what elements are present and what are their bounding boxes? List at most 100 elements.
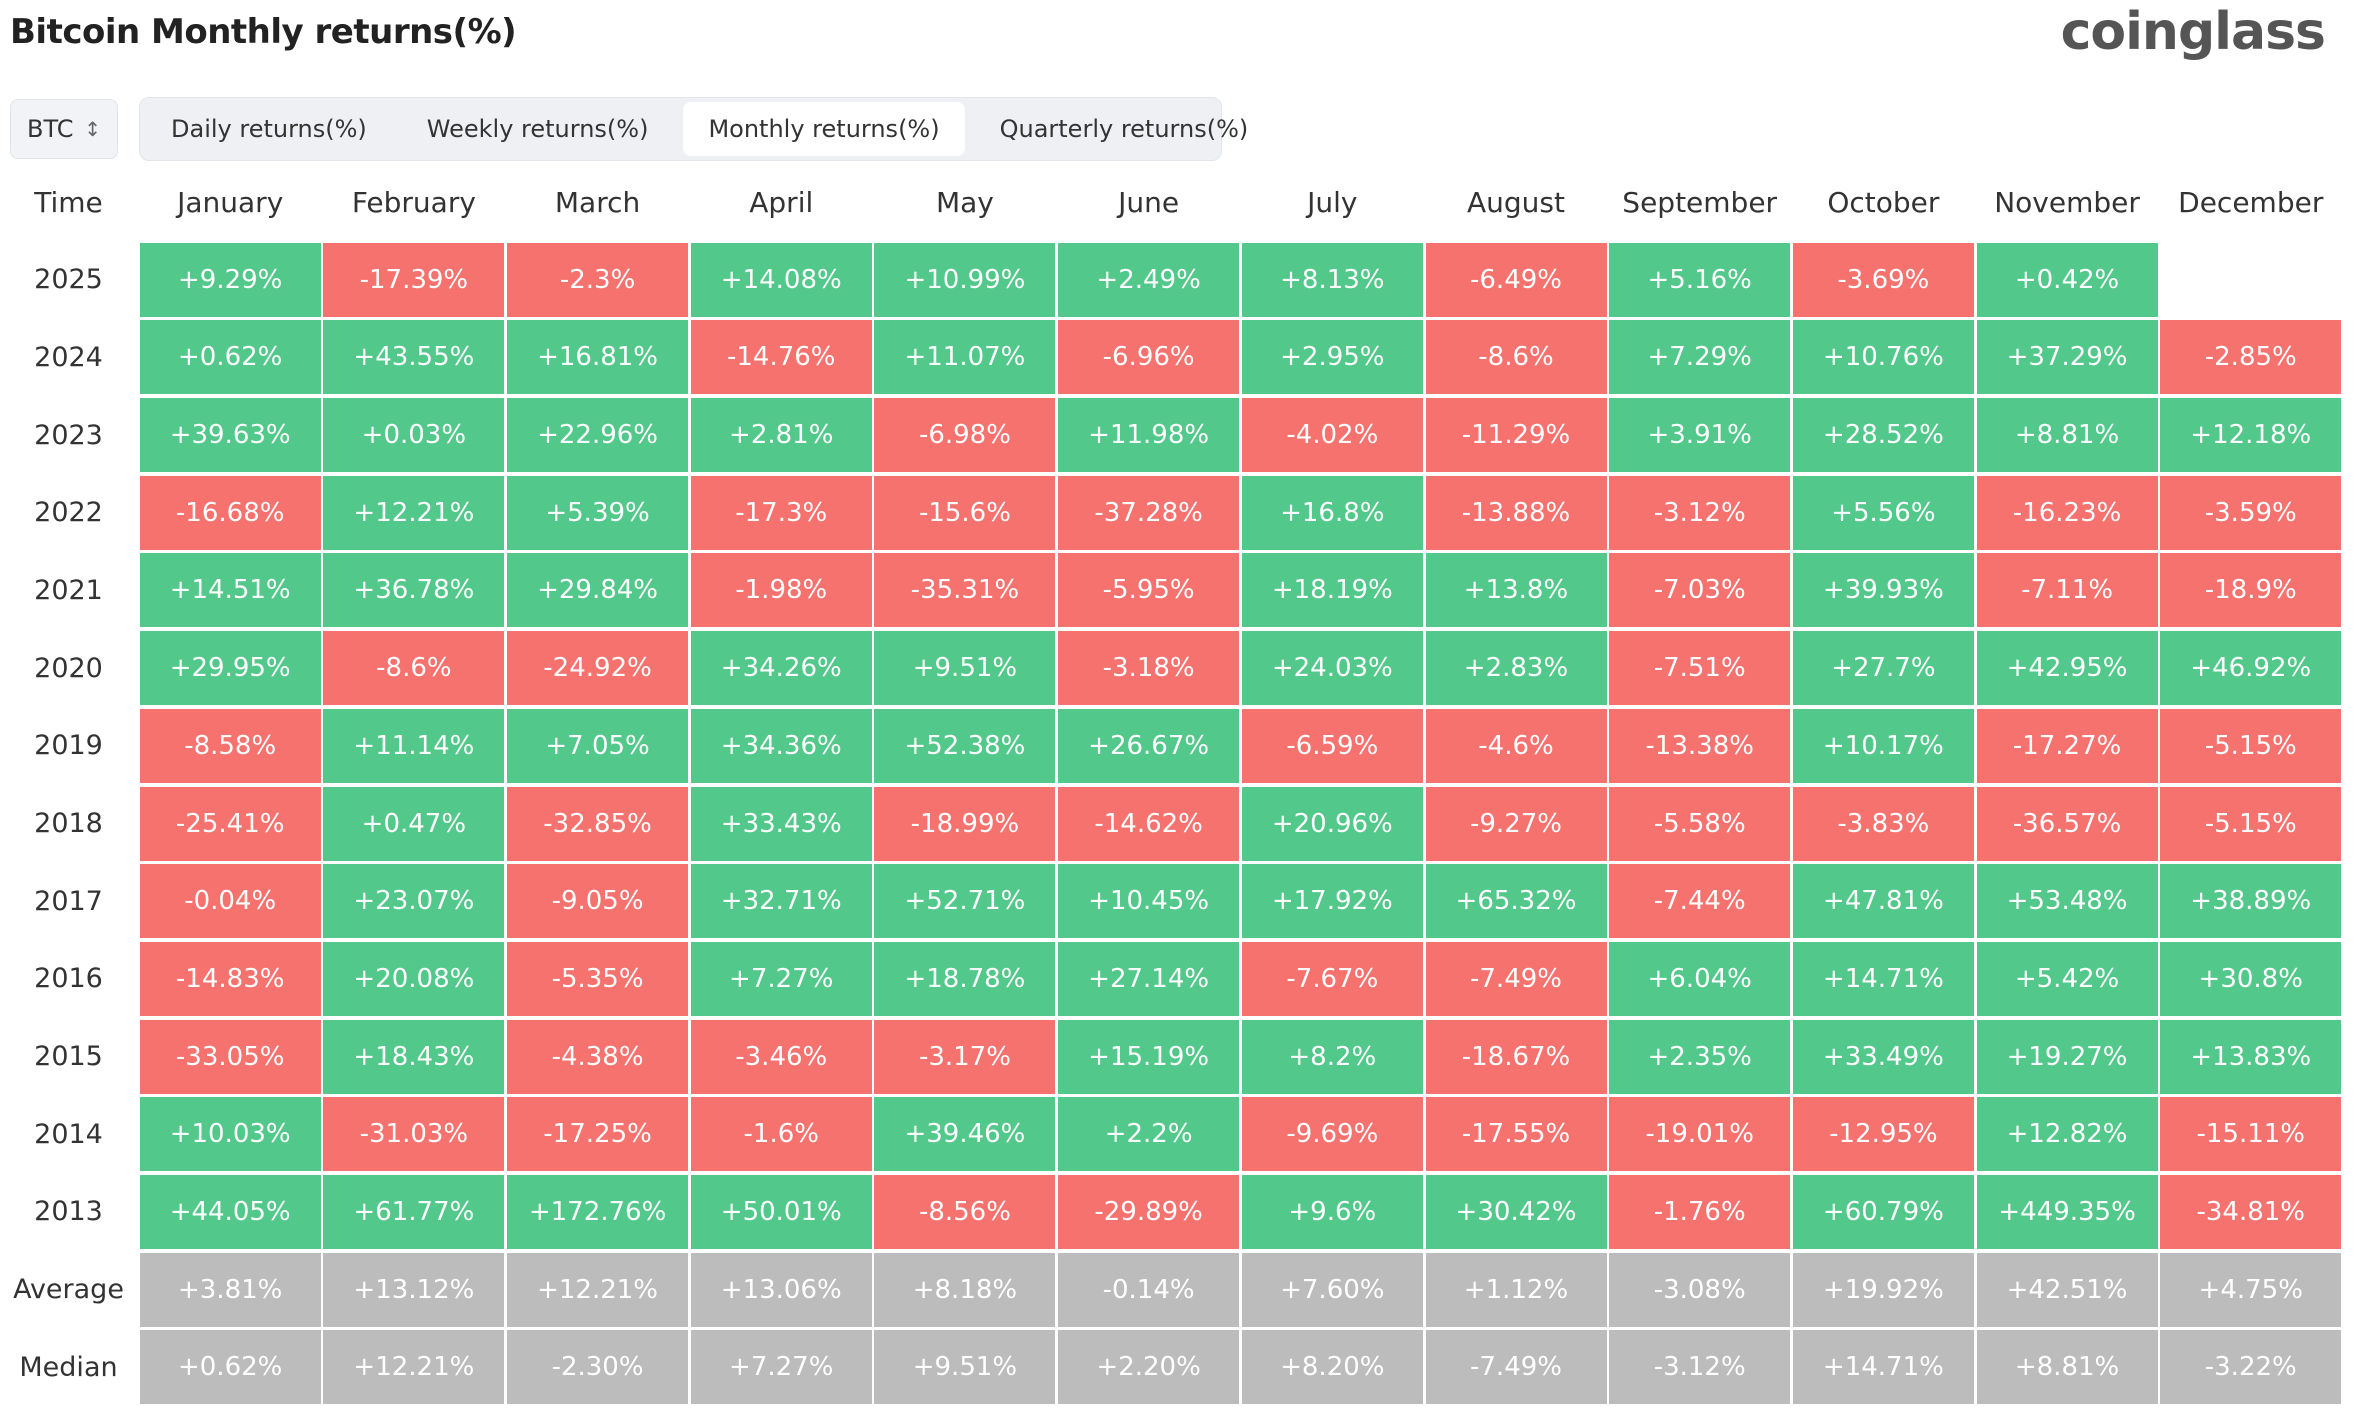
return-cell: +22.96% <box>507 398 689 473</box>
return-cell: -12.95% <box>1792 1097 1974 1172</box>
return-cell: +46.92% <box>2160 631 2342 706</box>
return-cell: -5.58% <box>1609 786 1791 861</box>
column-header: March <box>554 185 641 219</box>
return-cell: +2.35% <box>1609 1019 1791 1094</box>
return-cell: -15.11% <box>2160 1097 2342 1172</box>
row-label: Average <box>13 1274 124 1306</box>
return-cell: +0.47% <box>323 786 505 861</box>
tab[interactable]: Daily returns(%) <box>171 115 367 143</box>
return-cell: -32.85% <box>507 786 689 861</box>
return-cell: +8.13% <box>1241 242 1423 317</box>
return-cell: +39.46% <box>874 1097 1056 1172</box>
row-label: 2024 <box>34 341 103 373</box>
column-header: May <box>935 185 994 219</box>
return-cell: +30.8% <box>2160 941 2342 1016</box>
return-cell: -36.57% <box>1976 786 2158 861</box>
return-cell: +2.49% <box>1058 242 1240 317</box>
return-cell: -34.81% <box>2160 1174 2342 1249</box>
return-cell: +12.18% <box>2160 398 2342 473</box>
column-header: July <box>1307 185 1358 219</box>
summary-cell: +1.12% <box>1425 1252 1607 1327</box>
column-header: September <box>1622 185 1778 219</box>
return-cell: +12.21% <box>323 475 505 550</box>
return-cell: -7.51% <box>1609 631 1791 706</box>
return-cell: -5.15% <box>2160 786 2342 861</box>
return-cell: -35.31% <box>874 553 1056 628</box>
return-cell: +60.79% <box>1792 1174 1974 1249</box>
return-cell: +33.49% <box>1792 1019 1974 1094</box>
returns-table: Time January February March April May June July… <box>0 165 2342 1405</box>
return-cell: -16.68% <box>139 475 321 550</box>
summary-cell: +9.51% <box>874 1330 1056 1405</box>
return-cell: +8.81% <box>1976 398 2158 473</box>
return-cell: +32.71% <box>690 864 872 939</box>
return-cell: -17.25% <box>507 1097 689 1172</box>
return-cell: +19.27% <box>1976 1019 2158 1094</box>
return-cell: +11.98% <box>1058 398 1240 473</box>
tab-bar: Daily returns(%) Weekly returns(%) Monthly… <box>139 97 1248 161</box>
return-cell: +61.77% <box>323 1174 505 1249</box>
return-cell: -1.98% <box>690 553 872 628</box>
row-label: 2016 <box>34 963 103 995</box>
return-cell: +0.03% <box>323 398 505 473</box>
return-cell: +2.95% <box>1241 320 1423 395</box>
return-cell: -3.83% <box>1792 786 1974 861</box>
summary-cell: +42.51% <box>1976 1252 2158 1327</box>
row-label: 2025 <box>34 264 103 296</box>
return-cell: +27.14% <box>1058 941 1240 1016</box>
return-cell: -7.03% <box>1609 553 1791 628</box>
return-cell: +16.81% <box>507 320 689 395</box>
return-cell: -37.28% <box>1058 475 1240 550</box>
row-label: 2023 <box>34 419 103 451</box>
coin-selector[interactable]: BTC <box>10 99 118 159</box>
summary-cell: +8.20% <box>1241 1330 1423 1405</box>
return-cell: -8.56% <box>874 1174 1056 1249</box>
return-cell: +52.38% <box>874 708 1056 783</box>
return-cell: -5.95% <box>1058 553 1240 628</box>
return-cell: -17.39% <box>323 242 505 317</box>
brand-logo[interactable]: coinglass <box>2060 2 2326 62</box>
return-cell: -17.27% <box>1976 708 2158 783</box>
return-cell: +11.07% <box>874 320 1056 395</box>
return-cell: +16.8% <box>1241 475 1423 550</box>
return-cell: +10.76% <box>1792 320 1974 395</box>
return-cell: -19.01% <box>1609 1097 1791 1172</box>
return-cell: +2.2% <box>1058 1097 1240 1172</box>
return-cell: -29.89% <box>1058 1174 1240 1249</box>
return-cell: +13.8% <box>1425 553 1607 628</box>
tab[interactable]: Quarterly returns(%) <box>999 115 1249 143</box>
summary-cell: +7.60% <box>1241 1252 1423 1327</box>
return-cell: +8.2% <box>1241 1019 1423 1094</box>
return-cell: +14.71% <box>1792 941 1974 1016</box>
return-cell: +29.95% <box>139 631 321 706</box>
tab[interactable]: Weekly returns(%) <box>426 115 649 143</box>
return-cell: -9.27% <box>1425 786 1607 861</box>
return-cell: +53.48% <box>1976 864 2158 939</box>
return-cell: -7.11% <box>1976 553 2158 628</box>
summary-cell: +0.62% <box>139 1330 321 1405</box>
return-cell: +30.42% <box>1425 1174 1607 1249</box>
return-cell: -14.62% <box>1058 786 1240 861</box>
return-cell: +10.45% <box>1058 864 1240 939</box>
row-label: 2020 <box>34 652 103 684</box>
return-cell: +27.7% <box>1792 631 1974 706</box>
return-cell: -4.6% <box>1425 708 1607 783</box>
return-cell: +43.55% <box>323 320 505 395</box>
return-cell: +18.43% <box>323 1019 505 1094</box>
row-label: 2019 <box>34 730 103 762</box>
column-header: November <box>1994 185 2140 219</box>
return-cell: -7.49% <box>1425 941 1607 1016</box>
row-label: 2013 <box>34 1196 103 1228</box>
column-header: January <box>177 185 284 219</box>
return-cell: +7.05% <box>507 708 689 783</box>
return-cell: -3.59% <box>2160 475 2342 550</box>
row-label: 2022 <box>34 497 103 529</box>
summary-cell: +3.81% <box>139 1252 321 1327</box>
return-cell: -4.38% <box>507 1019 689 1094</box>
return-cell: +7.29% <box>1609 320 1791 395</box>
return-cell: -6.59% <box>1241 708 1423 783</box>
return-cell: +20.96% <box>1241 786 1423 861</box>
tab[interactable]: Monthly returns(%) <box>683 102 965 156</box>
return-cell: -16.23% <box>1976 475 2158 550</box>
return-cell: +2.81% <box>690 398 872 473</box>
